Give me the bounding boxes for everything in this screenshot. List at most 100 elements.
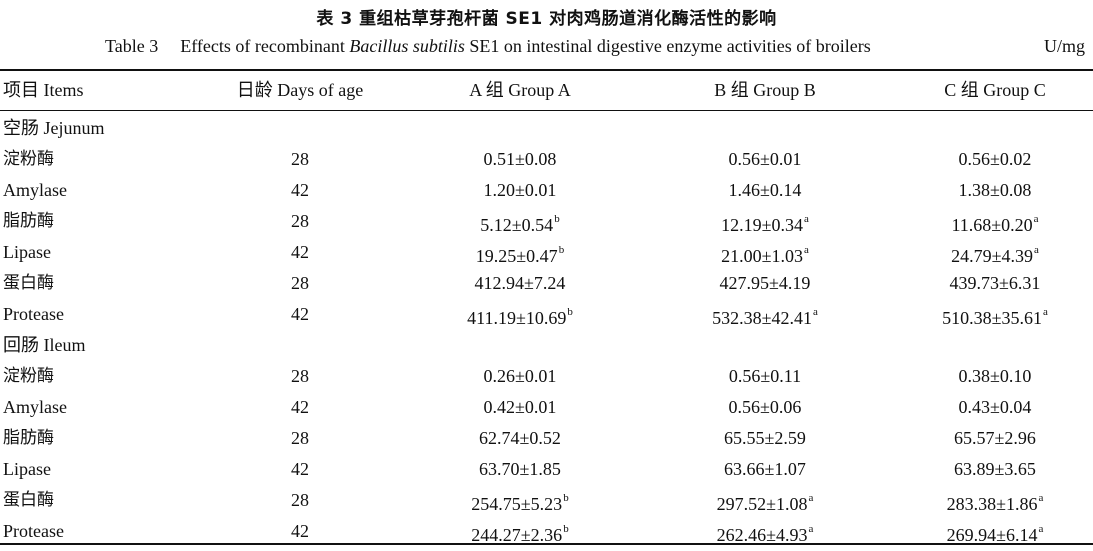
- table-row: Protease 42 244.27±2.36b 262.46±4.93a 269.94…: [0, 516, 1093, 547]
- header-rule: [0, 110, 1093, 111]
- row-label: Amylase: [3, 180, 67, 200]
- row-label: 脂肪酶: [3, 428, 54, 448]
- row-label: Amylase: [3, 397, 67, 417]
- group-b-value: 0.56±0.11: [728, 366, 802, 386]
- days-of-age-cell: 42: [291, 459, 309, 479]
- table-number: Table 3: [105, 36, 159, 56]
- group-b-value-cell: 63.66±1.07: [640, 454, 890, 485]
- row-label: Protease: [3, 521, 64, 541]
- table-row: 蛋白酶 28 412.94±7.24 427.95±4.19 439.73±6.31: [0, 268, 1093, 299]
- top-rule: [0, 69, 1093, 71]
- group-a-value-cell: 412.94±7.24: [395, 268, 645, 299]
- group-c-value-cell: 283.38±1.86a: [870, 485, 1093, 516]
- significance-letter: a: [1033, 213, 1039, 225]
- header-items: 项目 Items: [3, 80, 84, 100]
- group-b-value: 21.00±1.03: [721, 246, 803, 266]
- table-title-english: Table 3 Effects of recombinant Bacillus s…: [105, 36, 871, 57]
- group-b-value-cell: 21.00±1.03a: [640, 237, 890, 268]
- group-c-value: 24.79±4.39: [951, 246, 1033, 266]
- significance-letter: a: [813, 306, 818, 318]
- header-row: 项目 Items 日龄 Days of age A 组 Group A B 组 …: [0, 75, 1093, 106]
- group-b-value: 12.19±0.34: [721, 215, 803, 235]
- table-row: Protease 42 411.19±10.69b 532.38±42.41a 510.…: [0, 299, 1093, 330]
- group-b-value-cell: 1.46±0.14: [640, 175, 890, 206]
- group-a-value: 1.20±0.01: [483, 180, 557, 200]
- group-b-value-cell: 532.38±42.41a: [640, 299, 890, 330]
- group-c-value: 0.43±0.04: [958, 397, 1032, 417]
- group-c-value: 0.56±0.02: [958, 149, 1032, 169]
- group-a-value: 254.75±5.23: [471, 494, 563, 514]
- title-text-start: Effects of recombinant: [180, 36, 350, 56]
- group-a-value: 0.51±0.08: [483, 149, 557, 169]
- header-group-b: B 组 Group B: [714, 80, 816, 100]
- group-c-value-cell: 510.38±35.61a: [870, 299, 1093, 330]
- group-c-value-cell: 0.38±0.10: [870, 361, 1093, 392]
- significance-letter: b: [554, 213, 560, 225]
- group-c-value: 63.89±3.65: [954, 459, 1036, 479]
- group-b-value-cell: 12.19±0.34a: [640, 206, 890, 237]
- group-b-value-cell: 0.56±0.11: [640, 361, 890, 392]
- group-a-value-cell: 62.74±0.52: [395, 423, 645, 454]
- table-title-chinese: 表 3 重组枯草芽孢杆菌 SE1 对肉鸡肠道消化酶活性的影响: [316, 9, 777, 29]
- title-text-end: SE1 on intestinal digestive enzyme activ…: [464, 36, 871, 56]
- group-b-value-cell: 0.56±0.01: [640, 144, 890, 175]
- group-c-value-cell: 63.89±3.65: [870, 454, 1093, 485]
- days-of-age-cell: 28: [291, 490, 309, 510]
- group-c-value-cell: 0.43±0.04: [870, 392, 1093, 423]
- group-a-value-cell: 0.26±0.01: [395, 361, 645, 392]
- group-c-value: 269.94±6.14: [946, 525, 1038, 545]
- group-a-value-cell: 244.27±2.36b: [395, 516, 645, 547]
- table-row: Lipase 42 63.70±1.85 63.66±1.07 63.89±3.65: [0, 454, 1093, 485]
- significance-letter: b: [558, 244, 565, 256]
- group-a-value: 412.94±7.24: [474, 273, 566, 293]
- group-a-value: 244.27±2.36: [471, 525, 563, 545]
- group-b-value: 65.55±2.59: [724, 428, 806, 448]
- group-a-value: 19.25±0.47: [475, 246, 558, 266]
- row-label: Protease: [3, 304, 64, 324]
- group-a-value-cell: 0.42±0.01: [395, 392, 645, 423]
- group-c-value-cell: 11.68±0.20a: [870, 206, 1093, 237]
- days-of-age-cell: 42: [291, 304, 309, 324]
- days-of-age-cell: 28: [291, 366, 309, 386]
- row-label: 蛋白酶: [3, 490, 54, 510]
- group-c-value: 510.38±35.61: [942, 308, 1042, 328]
- days-of-age-cell: 28: [291, 149, 309, 169]
- group-a-value-cell: 254.75±5.23b: [395, 485, 645, 516]
- group-a-value: 0.26±0.01: [483, 366, 557, 386]
- significance-letter: a: [1038, 492, 1044, 504]
- group-b-value: 297.52±1.08: [716, 494, 808, 514]
- table-row: 淀粉酶 28 0.26±0.01 0.56±0.11 0.38±0.10: [0, 361, 1093, 392]
- group-a-value-cell: 63.70±1.85: [395, 454, 645, 485]
- group-b-value-cell: 262.46±4.93a: [640, 516, 890, 547]
- row-label: 脂肪酶: [3, 211, 54, 231]
- days-of-age-cell: 42: [291, 242, 309, 262]
- row-label: 淀粉酶: [3, 366, 54, 386]
- significance-letter: a: [804, 213, 809, 225]
- table-row: Amylase 42 0.42±0.01 0.56±0.06 0.43±0.04: [0, 392, 1093, 423]
- group-c-value-cell: 24.79±4.39a: [870, 237, 1093, 268]
- section-label: 空肠 Jejunum: [3, 118, 105, 138]
- group-c-value-cell: 269.94±6.14a: [870, 516, 1093, 547]
- row-label: 蛋白酶: [3, 273, 54, 293]
- species-name: Bacillus subtilis: [349, 36, 465, 56]
- section-label: 回肠 Ileum: [3, 335, 86, 355]
- significance-letter: a: [1034, 244, 1039, 256]
- group-a-value-cell: 411.19±10.69b: [395, 299, 645, 330]
- group-b-value-cell: 0.56±0.06: [640, 392, 890, 423]
- group-a-value: 63.70±1.85: [479, 459, 561, 479]
- significance-letter: a: [804, 244, 809, 256]
- group-a-value-cell: 19.25±0.47b: [395, 237, 645, 268]
- group-a-value: 62.74±0.52: [479, 428, 561, 448]
- header-days: 日龄 Days of age: [236, 80, 364, 100]
- group-c-value: 0.38±0.10: [958, 366, 1032, 386]
- significance-letter: a: [808, 523, 814, 535]
- row-label: Lipase: [3, 242, 51, 262]
- days-of-age-cell: 42: [291, 397, 309, 417]
- header-group-a: A 组 Group A: [469, 80, 571, 100]
- days-of-age-cell: 28: [291, 428, 309, 448]
- row-label: 淀粉酶: [3, 149, 54, 169]
- bottom-rule: [0, 543, 1093, 545]
- significance-letter: a: [1038, 523, 1044, 535]
- days-of-age-cell: 42: [291, 180, 309, 200]
- group-a-value: 5.12±0.54: [480, 215, 554, 235]
